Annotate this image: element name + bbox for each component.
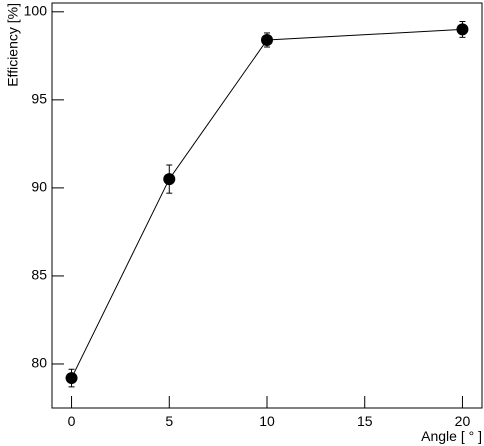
- data-point: [456, 23, 469, 36]
- x-tick-label: 20: [455, 413, 471, 429]
- y-tick-label: 80: [31, 355, 47, 371]
- x-tick-label: 15: [357, 413, 373, 429]
- y-tick-label: 85: [31, 267, 47, 283]
- y-tick-label: 100: [24, 3, 48, 19]
- data-point: [163, 173, 176, 186]
- plot-frame: [51, 2, 483, 409]
- x-tick-label: 0: [68, 413, 76, 429]
- data-point: [261, 33, 273, 46]
- series-line: [71, 28, 463, 379]
- x-axis-label: Angle [ ° ]: [421, 428, 482, 444]
- x-tick-label: 5: [165, 413, 173, 429]
- y-tick-label: 90: [31, 179, 47, 195]
- y-axis-label: Efficiency [%]: [5, 3, 21, 87]
- data-point: [65, 372, 78, 385]
- y-tick-label: 95: [31, 91, 47, 107]
- x-tick-label: 10: [259, 413, 275, 429]
